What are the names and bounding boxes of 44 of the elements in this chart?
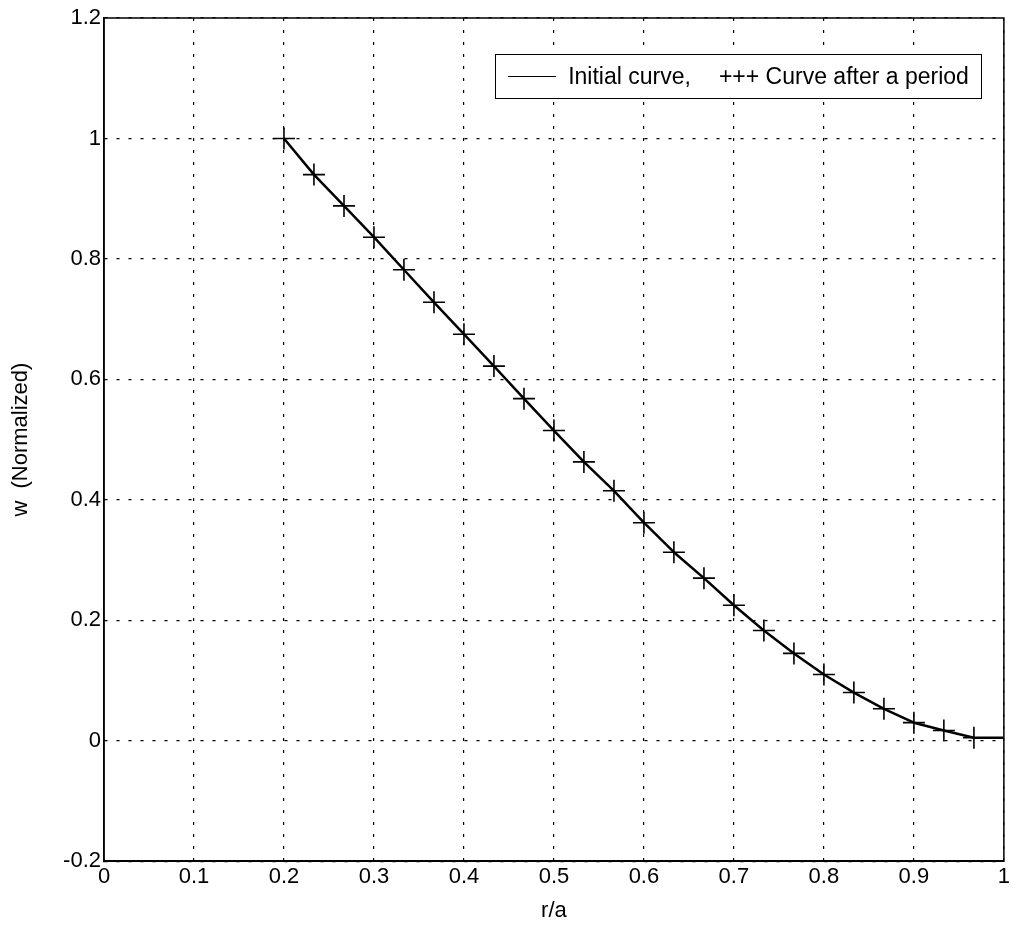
- point: [362, 226, 385, 249]
- x-tick-label: 0.8: [808, 863, 840, 889]
- point: [872, 697, 895, 720]
- x-tick-label: 0.4: [448, 863, 480, 889]
- point: [482, 355, 505, 378]
- y-tick-label: 0.8: [70, 244, 101, 270]
- point: [422, 291, 445, 314]
- text: +++ Curve after a period: [718, 63, 969, 90]
- point: [782, 642, 805, 665]
- x-tick-label: 0.3: [358, 863, 390, 889]
- point: [752, 619, 775, 642]
- point: [842, 681, 865, 704]
- point: [272, 127, 295, 150]
- point: [333, 194, 355, 217]
- x-tick-label: 0.5: [538, 863, 570, 889]
- point: [902, 711, 925, 734]
- x-tick-label: 0.7: [718, 863, 750, 889]
- point: [662, 541, 685, 564]
- point: [602, 479, 625, 502]
- y-tick-label: 0.6: [70, 365, 101, 391]
- y-tick-label: 0.2: [70, 606, 101, 632]
- x-tick-label: 0.6: [628, 863, 660, 889]
- y-axis-title: w (Normalized): [7, 362, 33, 518]
- y-tick-label: 0.4: [70, 485, 101, 511]
- point: [452, 323, 475, 346]
- y-tick-label: 1: [88, 124, 101, 150]
- x-tick-label: 0.2: [268, 863, 300, 889]
- y-tick-label: 0: [88, 726, 101, 752]
- point: [302, 163, 325, 186]
- x-tick-label: 1: [997, 863, 1011, 889]
- point: [392, 258, 415, 281]
- point: [722, 594, 745, 617]
- x-axis-title: r/a: [541, 896, 568, 922]
- point: [632, 511, 655, 534]
- point: [542, 419, 565, 442]
- y-tick-label: 1.2: [70, 4, 101, 30]
- x-tick-label: 0.1: [178, 863, 210, 889]
- legend-label: Initial curve,: [568, 63, 691, 90]
- point: [932, 719, 955, 742]
- point: [512, 387, 535, 410]
- point: [692, 567, 715, 590]
- x-tick-label: 0.9: [898, 863, 930, 889]
- point: [572, 450, 595, 473]
- point: [812, 663, 835, 686]
